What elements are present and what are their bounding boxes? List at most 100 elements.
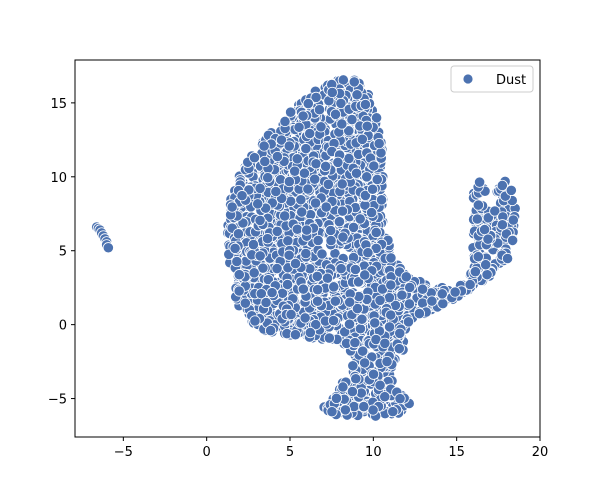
y-axis: −5 0 5 10 15 — [48, 97, 75, 408]
scatter-point — [289, 165, 301, 177]
points-layer — [91, 74, 521, 422]
scatter-point — [379, 391, 391, 403]
scatter-point — [346, 113, 358, 126]
scatter-point — [351, 302, 364, 315]
scatter-point — [362, 247, 374, 259]
scatter-point — [400, 271, 412, 283]
scatter-point — [285, 308, 297, 321]
scatter-point — [404, 281, 416, 294]
scatter-point — [310, 318, 322, 331]
scatter-point — [348, 76, 360, 88]
scatter-point — [329, 295, 341, 307]
scatter-point — [279, 115, 291, 128]
scatter-point — [481, 269, 493, 281]
scatter-point — [254, 214, 266, 227]
scatter-point — [320, 201, 332, 213]
scatter-point — [371, 173, 383, 186]
scatter-point — [365, 206, 378, 219]
scatter-point — [301, 224, 313, 236]
scatter-point — [337, 231, 349, 243]
scatter-point — [312, 284, 324, 296]
scatter-point — [349, 337, 361, 349]
scatter-point — [328, 281, 340, 293]
scatter-point — [330, 392, 343, 404]
scatter-point — [248, 152, 261, 164]
scatter-point — [471, 213, 483, 225]
scatter-point — [402, 316, 415, 328]
scatter-point — [266, 287, 278, 299]
scatter-point — [343, 152, 355, 165]
scatter-point — [297, 110, 309, 122]
scatter-point — [310, 91, 322, 103]
scatter-point — [346, 385, 359, 398]
scatter-point — [102, 242, 114, 254]
y-tick-label: 5 — [59, 245, 67, 260]
scatter-point — [336, 178, 348, 190]
scatter-point — [343, 318, 356, 330]
legend-label-dust: Dust — [496, 73, 526, 88]
scatter-point — [374, 379, 386, 391]
scatter-point — [344, 296, 356, 308]
x-tick-label: 10 — [365, 445, 382, 460]
scatter-point — [381, 355, 393, 368]
scatter-point — [232, 228, 245, 240]
scatter-point — [336, 205, 349, 217]
scatter-point — [347, 360, 359, 372]
scatter-point — [313, 104, 326, 116]
scatter-point — [323, 332, 335, 344]
scatter-point — [506, 234, 519, 247]
scatter-point — [350, 167, 363, 179]
scatter-point — [302, 183, 314, 195]
scatter-point — [302, 98, 314, 110]
scatter-point — [369, 317, 381, 329]
scatter-point — [275, 134, 288, 146]
scatter-point — [252, 198, 264, 210]
scatter-point — [229, 242, 241, 254]
scatter-point — [293, 121, 305, 133]
scatter-point — [413, 307, 426, 320]
scatter-point — [283, 140, 295, 152]
scatter-point — [375, 147, 387, 159]
scatter-point — [337, 381, 349, 393]
scatter-point — [291, 153, 303, 165]
scatter-point — [271, 150, 283, 163]
scatter-point — [315, 121, 327, 133]
scatter-point — [367, 183, 379, 195]
scatter-point — [436, 288, 448, 300]
scatter-point — [297, 283, 309, 295]
scatter-point — [367, 404, 379, 416]
scatter-point — [325, 224, 337, 237]
scatter-point — [254, 250, 266, 262]
scatter-point — [349, 263, 362, 276]
scatter-point — [472, 251, 484, 263]
scatter-point — [332, 156, 344, 168]
scatter-point — [359, 189, 371, 202]
scatter-point — [291, 223, 303, 235]
scatter-point — [505, 184, 517, 196]
scatter-point — [254, 182, 266, 194]
x-axis: −5 0 5 10 15 20 — [114, 437, 548, 460]
scatter-point — [350, 373, 362, 385]
scatter-point — [464, 278, 476, 291]
scatter-point — [469, 266, 481, 278]
scatter-point — [247, 238, 260, 251]
scatter-point — [385, 309, 397, 321]
scatter-point — [335, 263, 347, 275]
scatter-point — [321, 272, 334, 284]
scatter-point — [368, 160, 380, 172]
scatter-point — [356, 133, 368, 145]
scatter-point — [361, 171, 373, 183]
scatter-point — [289, 257, 302, 270]
scatter-point — [239, 297, 251, 309]
scatter-point — [226, 201, 238, 213]
scatter-point — [258, 140, 270, 152]
scatter-point — [300, 143, 312, 155]
scatter-point — [339, 404, 351, 416]
scatter-point — [337, 74, 349, 86]
scatter-point — [233, 269, 245, 281]
scatter-point — [496, 179, 508, 192]
scatter-point — [437, 298, 449, 310]
scatter-point — [482, 233, 494, 245]
scatter-point — [282, 235, 294, 247]
scatter-point — [393, 343, 405, 355]
